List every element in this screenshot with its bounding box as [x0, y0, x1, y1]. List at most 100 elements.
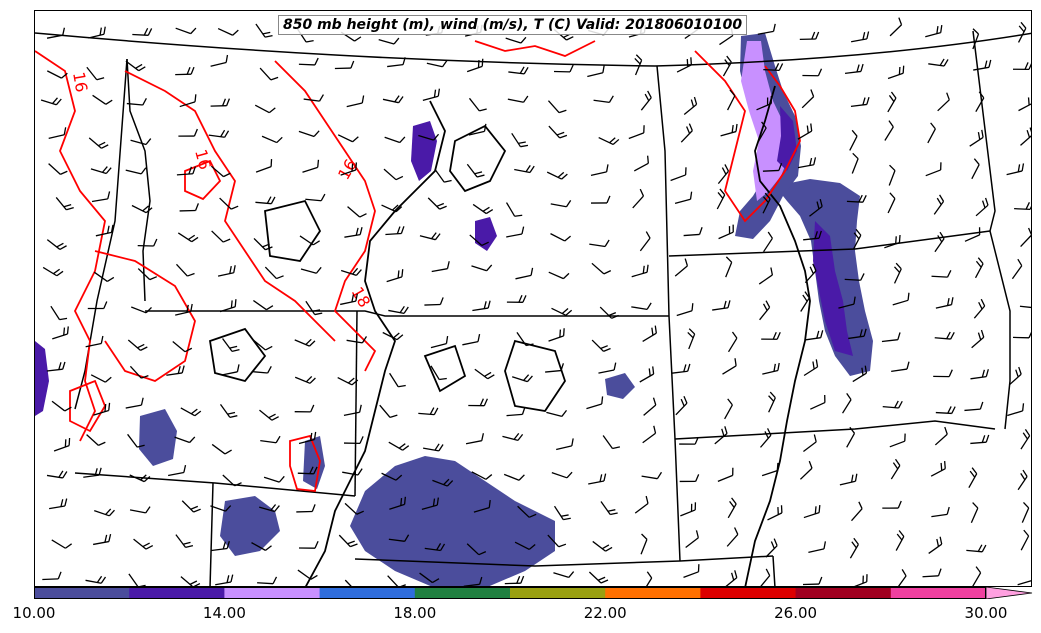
- boundary-mn-west: [972, 30, 1011, 430]
- colorbar-segment: [414, 587, 511, 599]
- wind-barb: [46, 470, 68, 479]
- wind-barb: [502, 432, 524, 442]
- wind-barb: [639, 231, 651, 252]
- wind-barb: [344, 502, 364, 515]
- wind-barb: [553, 64, 574, 73]
- precip-area-south-sw: [220, 496, 280, 556]
- height-contour-loop-4: [208, 327, 267, 383]
- map-panel: 16 16 16 18: [34, 10, 1032, 587]
- wind-barb: [463, 576, 483, 586]
- wind-barb: [676, 57, 692, 73]
- wind-barb: [176, 166, 197, 176]
- wind-barb: [761, 462, 779, 477]
- wind-barb: [48, 127, 67, 140]
- wind-barb: [802, 68, 823, 77]
- wind-barb: [803, 504, 821, 519]
- wind-barb: [51, 539, 73, 549]
- wind-barb: [346, 336, 368, 344]
- wind-barb: [378, 37, 400, 45]
- wind-barb: [588, 473, 607, 485]
- colorbar-segment: [129, 587, 225, 599]
- wind-barb: [297, 466, 318, 475]
- wind-barb: [968, 467, 978, 488]
- wind-barb: [1020, 428, 1031, 450]
- wind-barb: [765, 538, 778, 558]
- wind-barb: [211, 540, 230, 552]
- boundary-sd-ne: [674, 420, 996, 440]
- height-contour-central: [305, 100, 446, 586]
- wind-barb: [933, 369, 953, 378]
- wind-barb: [86, 66, 105, 81]
- wind-barb: [803, 434, 817, 453]
- wind-barb: [970, 434, 990, 445]
- wind-barb: [632, 188, 645, 209]
- wind-barb: [727, 331, 738, 353]
- wind-barb: [600, 501, 618, 516]
- precip-area-east-small: [605, 373, 635, 399]
- wind-barb: [884, 234, 901, 249]
- wind-barb: [548, 125, 568, 139]
- wind-barb: [797, 157, 817, 169]
- wind-barb: [211, 443, 232, 455]
- wind-barb: [548, 271, 570, 280]
- wind-barb: [175, 263, 195, 277]
- wind-barb: [430, 335, 449, 349]
- wind-barb: [511, 374, 533, 383]
- boundary-canada-us: [35, 32, 1031, 67]
- wind-barb: [762, 192, 771, 214]
- wind-barb: [381, 204, 403, 213]
- wind-barb: [259, 67, 279, 81]
- wind-barb: [546, 410, 568, 418]
- wind-barb: [298, 540, 319, 549]
- wind-barb: [723, 570, 738, 586]
- wind-barb: [298, 57, 319, 66]
- wind-barb: [471, 264, 493, 272]
- wind-barb: [727, 497, 737, 519]
- wind-barb: [972, 566, 982, 586]
- wind-barb: [90, 166, 112, 175]
- wind-barb: [255, 159, 273, 173]
- boundary-ne-east: [772, 555, 776, 586]
- wind-barb: [42, 266, 64, 277]
- wind-barb: [382, 95, 404, 104]
- wind-barb: [763, 63, 784, 71]
- wind-barb: [210, 54, 229, 67]
- wind-barb: [514, 541, 536, 551]
- wind-barb: [466, 543, 487, 556]
- height-contour-loop-3: [264, 199, 322, 262]
- temp-contour-west-1: [35, 50, 106, 442]
- height-contour-loop-1: [449, 124, 507, 193]
- wind-barb: [1011, 258, 1023, 280]
- wind-barb: [506, 226, 525, 238]
- precip-area-west-blob: [139, 409, 177, 466]
- wind-barb: [884, 120, 894, 141]
- temp-contour-west-2: [124, 70, 336, 342]
- wind-barb: [129, 474, 151, 483]
- wind-barb: [717, 164, 730, 185]
- colorbar-tick-label: 22.00: [583, 604, 627, 622]
- wind-barb: [298, 431, 317, 445]
- wind-barb: [1012, 330, 1031, 339]
- wind-barb: [553, 505, 571, 521]
- wind-barb: [1007, 403, 1025, 417]
- wind-barb: [210, 165, 231, 178]
- wind-barb: [628, 125, 645, 140]
- wind-barb: [125, 167, 147, 175]
- wind-barb: [722, 358, 737, 375]
- wind-barb: [93, 271, 115, 282]
- wind-barb: [303, 94, 324, 102]
- wind-barb: [643, 397, 657, 416]
- wind-barb: [263, 475, 285, 483]
- wind-barb: [508, 66, 529, 75]
- wind-barb: [462, 334, 481, 346]
- wind-barb: [640, 90, 652, 111]
- wind-barb: [802, 576, 823, 586]
- wind-barb: [255, 23, 273, 38]
- precip-area-north-inner: [777, 106, 797, 171]
- wind-barb: [87, 301, 108, 310]
- wind-barb: [683, 96, 698, 115]
- wind-barb: [804, 330, 824, 341]
- wind-barb: [175, 27, 197, 35]
- wind-barb: [130, 138, 152, 146]
- wind-barb: [851, 31, 870, 43]
